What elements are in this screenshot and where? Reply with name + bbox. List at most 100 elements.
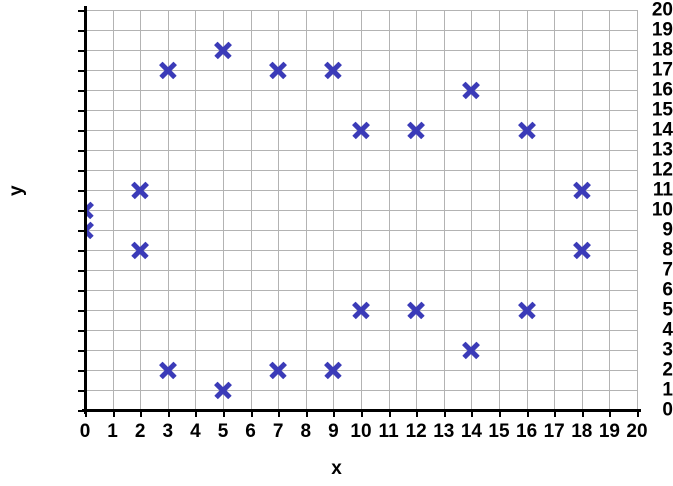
y-axis-tick <box>78 150 85 152</box>
y-axis-tick-label: 4 <box>662 319 673 341</box>
data-point-marker <box>130 240 150 260</box>
x-axis-tick-label: 12 <box>405 421 427 442</box>
x-axis-tick-label: 15 <box>488 421 510 442</box>
data-point-marker <box>213 40 233 60</box>
x-axis-tick-label: 8 <box>300 421 312 442</box>
y-axis-tick <box>78 410 85 412</box>
y-axis-tick-label: 3 <box>662 339 673 361</box>
gridline-horizontal <box>85 50 637 51</box>
gridline-horizontal <box>85 270 637 271</box>
y-axis-tick <box>78 130 85 132</box>
x-axis-tick <box>499 410 501 417</box>
data-point-marker <box>461 80 481 100</box>
y-axis-tick-label: 2 <box>662 359 673 381</box>
y-axis-tick-label: 17 <box>651 59 673 81</box>
x-axis-tick-label: 1 <box>107 421 118 442</box>
x-axis-tick-label: 0 <box>79 421 91 442</box>
y-axis-tick-label: 15 <box>651 99 673 121</box>
y-axis-tick-label: 11 <box>652 179 673 201</box>
data-point-marker <box>268 360 288 380</box>
y-axis-tick-label: 18 <box>651 39 673 61</box>
y-axis-tick-label: 0 <box>662 399 673 421</box>
y-axis-tick-label: 1 <box>662 379 673 401</box>
data-point-marker <box>572 180 592 200</box>
x-axis-tick <box>250 410 253 417</box>
x-axis-tick <box>637 410 639 417</box>
gridline-vertical <box>637 10 638 410</box>
x-axis-tick <box>278 410 281 417</box>
y-axis-tick-label: 13 <box>651 139 673 161</box>
x-axis-tick <box>526 410 529 417</box>
y-axis-tick <box>78 110 85 112</box>
gridline-horizontal <box>85 250 637 251</box>
y-axis-tick <box>78 210 85 212</box>
data-point-marker <box>323 60 343 80</box>
gridline-horizontal <box>85 370 637 371</box>
data-point-marker <box>351 120 371 140</box>
x-axis-tick <box>85 410 87 417</box>
x-axis-tick-label: 11 <box>378 421 399 442</box>
gridline-horizontal <box>85 170 637 171</box>
gridline-horizontal <box>85 30 637 31</box>
y-axis-tick <box>78 90 85 92</box>
x-axis-tick <box>443 410 446 417</box>
data-point-marker <box>130 180 150 200</box>
y-axis-tick-label: 9 <box>662 219 673 241</box>
y-axis-tick <box>78 190 85 192</box>
x-axis-tick-label: 6 <box>245 421 256 442</box>
y-axis-tick <box>78 10 85 12</box>
gridline-horizontal <box>85 230 637 231</box>
y-axis-tick <box>78 230 85 232</box>
x-axis-tick-label: 14 <box>460 421 482 442</box>
y-axis-line <box>84 6 87 414</box>
x-axis-tick-label: 7 <box>272 421 284 442</box>
x-axis-tick <box>471 410 474 417</box>
x-axis-tick-label: 20 <box>626 421 648 442</box>
x-axis-tick <box>223 410 225 417</box>
data-point-marker <box>517 120 537 140</box>
x-axis-tick <box>554 410 557 417</box>
y-axis-tick <box>78 30 85 32</box>
x-axis-tick-label: 4 <box>190 421 201 442</box>
x-axis-tick <box>195 410 198 417</box>
y-axis-tick-label: 10 <box>651 199 673 221</box>
data-point-marker <box>406 300 426 320</box>
x-axis-tick <box>361 410 363 417</box>
x-axis-tick-label: 13 <box>433 421 455 442</box>
data-point-marker <box>268 60 288 80</box>
x-axis-tick-label: 17 <box>543 421 565 442</box>
gridline-horizontal <box>85 290 637 291</box>
gridline-horizontal <box>85 150 637 151</box>
x-axis-tick <box>140 410 143 417</box>
y-axis-tick-label: 12 <box>651 159 673 181</box>
y-axis-tick-label: 5 <box>662 299 673 321</box>
gridline-horizontal <box>85 210 637 211</box>
y-axis-tick-label: 8 <box>662 239 673 261</box>
data-point-marker <box>158 60 178 80</box>
y-axis-tick <box>78 270 85 272</box>
y-axis-tick-label: 16 <box>651 79 673 101</box>
x-axis-tick <box>167 410 170 417</box>
y-axis-tick <box>78 70 85 72</box>
data-point-marker <box>461 340 481 360</box>
gridline-horizontal <box>85 10 637 11</box>
y-axis-tick <box>78 350 85 352</box>
x-axis-tick <box>333 410 336 417</box>
gridline-horizontal <box>85 330 637 331</box>
y-axis-tick <box>78 370 85 372</box>
y-axis-title: y <box>6 185 27 196</box>
y-axis-tick-label: 19 <box>651 19 673 41</box>
gridline-horizontal <box>85 90 637 91</box>
y-axis-tick <box>78 50 85 52</box>
gridline-horizontal <box>85 390 637 391</box>
x-axis-tick <box>388 410 391 417</box>
y-axis-tick-label: 14 <box>651 119 673 141</box>
data-point-marker <box>323 360 343 380</box>
data-markers-layer <box>85 10 637 410</box>
y-axis-tick <box>78 250 85 252</box>
x-axis-tick <box>305 410 308 417</box>
data-point-marker <box>406 120 426 140</box>
y-axis-tick <box>78 330 85 332</box>
y-axis-tick-label: 6 <box>662 279 673 301</box>
